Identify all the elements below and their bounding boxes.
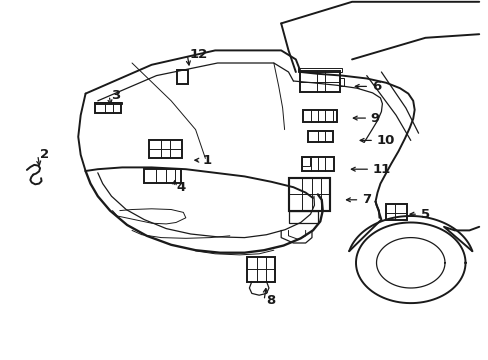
Bar xyxy=(302,157,333,171)
Bar xyxy=(288,178,329,211)
Text: 7: 7 xyxy=(361,193,370,206)
Text: 3: 3 xyxy=(111,89,121,102)
Text: 2: 2 xyxy=(40,148,49,161)
Bar xyxy=(144,169,181,183)
Bar xyxy=(94,102,122,104)
Text: 6: 6 xyxy=(371,80,380,93)
Text: 12: 12 xyxy=(189,48,207,61)
Bar xyxy=(298,68,342,72)
Bar xyxy=(303,110,337,122)
Bar xyxy=(149,140,182,158)
Text: 9: 9 xyxy=(370,112,379,125)
Bar xyxy=(338,78,343,86)
Bar xyxy=(300,71,340,92)
Bar xyxy=(307,131,332,142)
Bar xyxy=(302,157,309,166)
Bar xyxy=(95,103,121,113)
Text: 10: 10 xyxy=(376,134,394,147)
Bar xyxy=(177,70,187,84)
Bar xyxy=(288,211,317,223)
Bar xyxy=(246,257,275,282)
Text: 8: 8 xyxy=(266,294,275,307)
Text: 5: 5 xyxy=(420,208,429,221)
Text: 11: 11 xyxy=(372,163,390,176)
Text: 1: 1 xyxy=(203,154,212,167)
Bar xyxy=(386,204,406,220)
Text: 4: 4 xyxy=(176,181,185,194)
